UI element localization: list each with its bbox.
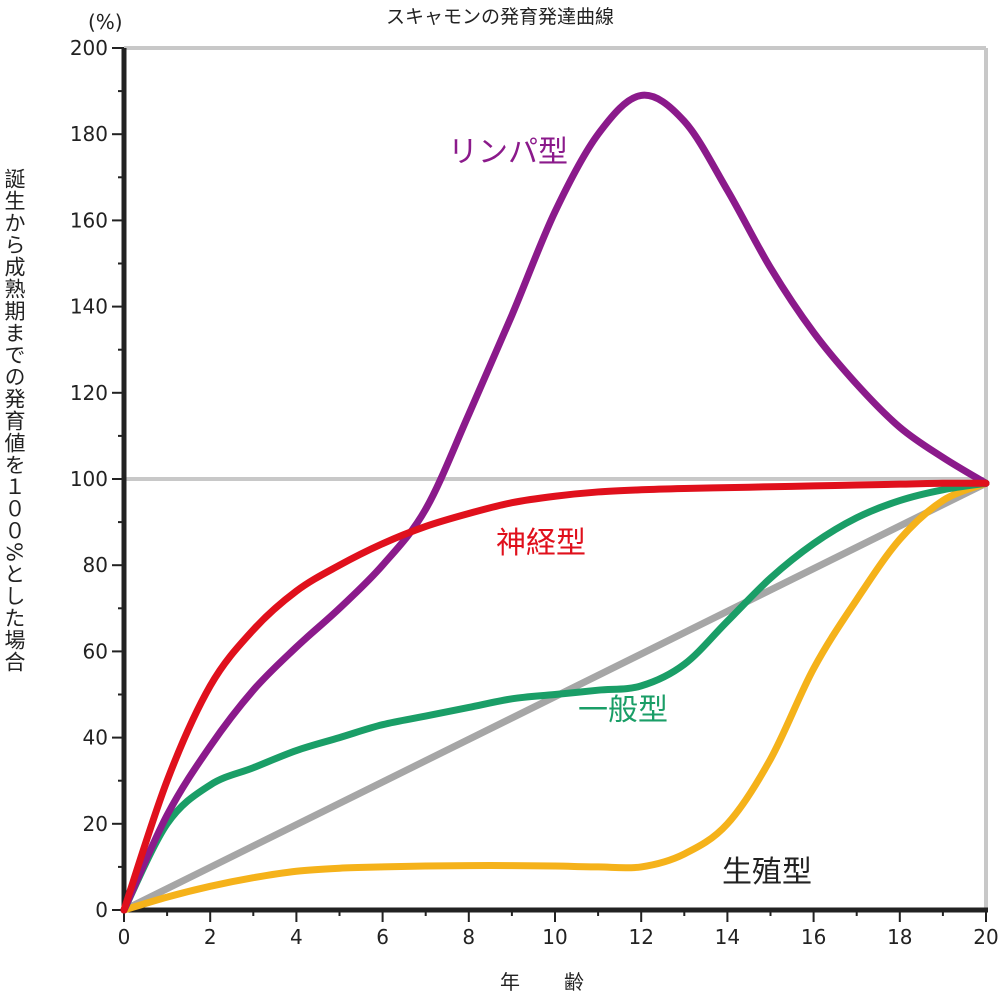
- y-tick-label: 80: [83, 553, 108, 577]
- series-label-lymph: リンパ型: [448, 135, 568, 170]
- y-tick-label: 100: [70, 467, 108, 491]
- y-tick-label: 40: [83, 726, 108, 750]
- series-label-general: 一般型: [578, 693, 668, 728]
- series-line-reproductive: [120, 479, 990, 914]
- y-axis-unit: (%): [88, 10, 123, 34]
- x-tick-label: 18: [887, 925, 912, 949]
- x-tick-label: 4: [290, 925, 303, 949]
- y-axis-label: 誕生から成熟期までの発育値を１００%とした場合: [2, 168, 26, 673]
- x-tick-label: 6: [376, 925, 389, 949]
- series-line-lymph: [120, 91, 990, 914]
- y-tick-label: 120: [70, 381, 108, 405]
- x-tick-label: 12: [628, 925, 653, 949]
- y-tick-label: 60: [83, 639, 108, 663]
- series-line-general: [120, 479, 990, 914]
- y-tick-label: 140: [70, 295, 108, 319]
- y-tick-label: 180: [70, 122, 108, 146]
- x-tick-label: 8: [462, 925, 475, 949]
- x-tick-label: 16: [801, 925, 826, 949]
- y-tick-label: 0: [95, 898, 108, 922]
- series-label-reproductive: 生殖型: [722, 855, 812, 890]
- series-line-neural: [120, 479, 990, 914]
- series-label-neural: 神経型: [496, 526, 586, 561]
- y-tick-label: 160: [70, 208, 108, 232]
- chart-title: スキャモンの発育発達曲線: [385, 6, 614, 28]
- x-axis-label: 年 齢: [500, 970, 596, 994]
- x-tick-label: 2: [204, 925, 217, 949]
- y-tick-label: 200: [70, 36, 108, 60]
- x-tick-label: 20: [973, 925, 998, 949]
- y-tick-label: 20: [83, 812, 108, 836]
- x-tick-label: 10: [542, 925, 567, 949]
- x-tick-label: 0: [118, 925, 131, 949]
- x-tick-label: 14: [715, 925, 740, 949]
